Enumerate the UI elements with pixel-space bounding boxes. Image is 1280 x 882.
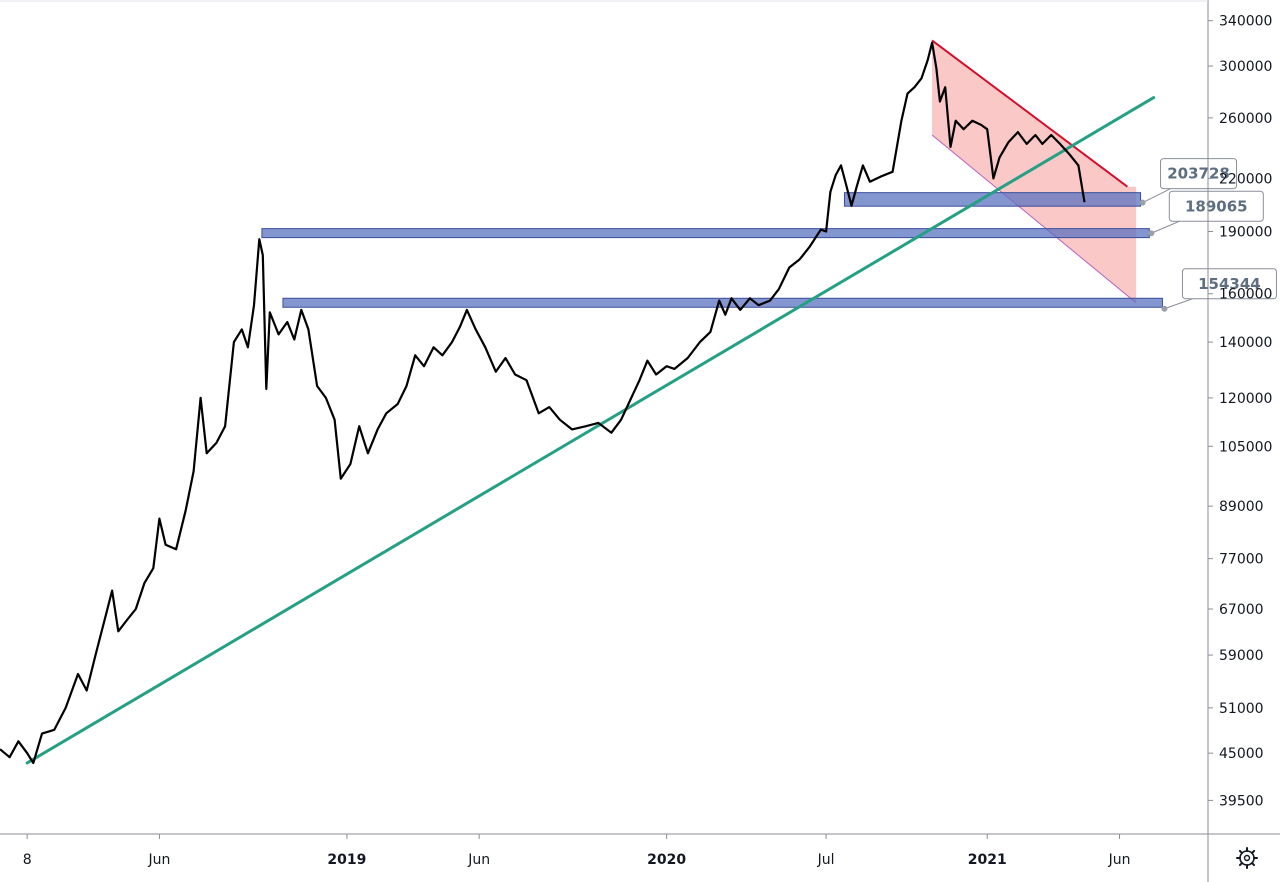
y-tick-label: 120000 bbox=[1219, 391, 1272, 407]
y-tick-label: 340000 bbox=[1219, 14, 1272, 30]
callout-anchor-1 bbox=[1139, 199, 1146, 206]
zone-rect-1[interactable] bbox=[843, 192, 1142, 207]
callout-leader-2 bbox=[1151, 220, 1180, 234]
y-tick-label: 190000 bbox=[1219, 224, 1272, 240]
price-series-line[interactable] bbox=[0, 41, 1086, 765]
y-axis[interactable]: 340000 300000 260000 220000 190000 160000 1400… bbox=[1208, 14, 1272, 810]
gear-tooth bbox=[1250, 849, 1256, 855]
y-tick-label: 67000 bbox=[1219, 602, 1264, 618]
callout-box-1[interactable] bbox=[1160, 158, 1238, 190]
callout-leader-1 bbox=[1142, 188, 1171, 204]
x-tick-label: 2021 bbox=[968, 852, 1007, 868]
y-tick-label: 140000 bbox=[1219, 335, 1272, 351]
price-callouts: 203728 189065 154344 bbox=[1139, 158, 1277, 312]
y-tick-label: 39500 bbox=[1219, 793, 1264, 809]
y-tick-label: 77000 bbox=[1219, 552, 1264, 568]
y-tick-label: 59000 bbox=[1219, 648, 1264, 664]
x-tick-label: Jun bbox=[1108, 852, 1131, 868]
y-tick-label: 51000 bbox=[1219, 701, 1264, 717]
gear-tooth bbox=[1238, 849, 1244, 855]
zone-rect-2[interactable] bbox=[261, 228, 1150, 239]
y-tick-label: 160000 bbox=[1219, 287, 1272, 303]
callout-box-3[interactable] bbox=[1181, 268, 1277, 300]
callout-anchor-2 bbox=[1148, 230, 1155, 237]
x-axis[interactable]: 8 Jun 2019 Jun 2020 Jul 2021 Jun bbox=[23, 834, 1131, 868]
gear-icon[interactable] bbox=[1236, 847, 1258, 869]
callout-anchor-3 bbox=[1161, 305, 1168, 312]
x-tick-label: 8 bbox=[23, 852, 32, 868]
callout-label-3: 154344 bbox=[1198, 275, 1261, 293]
callout-box-2[interactable] bbox=[1168, 190, 1264, 222]
y-tick-label: 105000 bbox=[1219, 439, 1272, 455]
gear-tooth bbox=[1238, 861, 1244, 867]
channel-lower-line[interactable] bbox=[931, 134, 1137, 304]
y-tick-label: 89000 bbox=[1219, 499, 1264, 515]
y-tick-label: 45000 bbox=[1219, 746, 1264, 762]
x-tick-label: Jun bbox=[467, 852, 490, 868]
channel-upper-line[interactable] bbox=[931, 39, 1129, 188]
x-tick-label: Jul bbox=[817, 852, 835, 868]
callout-leader-3 bbox=[1164, 298, 1193, 310]
y-tick-label: 220000 bbox=[1219, 171, 1272, 187]
x-tick-label: 2020 bbox=[647, 852, 686, 868]
trendline[interactable] bbox=[25, 96, 1156, 765]
y-tick-label: 300000 bbox=[1219, 59, 1272, 75]
callout-label-2: 189065 bbox=[1185, 197, 1248, 215]
x-tick-label: Jun bbox=[147, 852, 170, 868]
gear-tooth bbox=[1250, 861, 1256, 867]
y-tick-label: 260000 bbox=[1219, 111, 1272, 127]
callout-label-1: 203728 bbox=[1167, 165, 1230, 183]
x-tick-label: 2019 bbox=[327, 852, 366, 868]
plot-area[interactable] bbox=[0, 39, 1163, 765]
